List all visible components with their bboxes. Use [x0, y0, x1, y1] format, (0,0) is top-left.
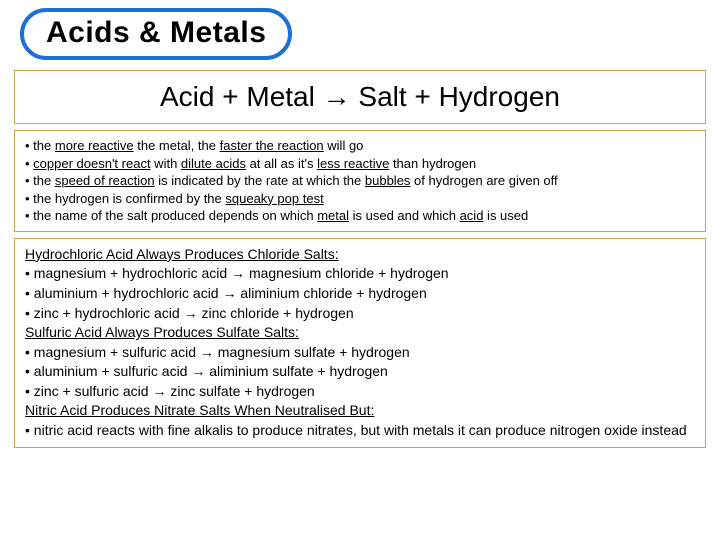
underline-text: dilute acids: [181, 156, 246, 171]
example-row: • zinc + sulfuric acid → zinc sulfate + …: [25, 382, 695, 402]
underline-text: more reactive: [55, 138, 134, 153]
example-row: • zinc + hydrochloric acid → zinc chlori…: [25, 304, 695, 324]
bullet-1: • the more reactive the metal, the faste…: [25, 137, 695, 155]
bullet-2: • copper doesn't react with dilute acids…: [25, 155, 695, 173]
underline-text: bubbles: [365, 173, 411, 188]
equation-text: Acid + Metal → Salt + Hydrogen: [160, 81, 560, 112]
text: • the: [25, 173, 55, 188]
examples-box: Hydrochloric Acid Always Produces Chlori…: [14, 238, 706, 448]
text: • the hydrogen is confirmed by the: [25, 191, 225, 206]
text: at all as it's: [246, 156, 317, 171]
underline-text: speed of reaction: [55, 173, 155, 188]
text: of hydrogen are given off: [410, 173, 557, 188]
heading-nitric: Nitric Acid Produces Nitrate Salts When …: [25, 401, 695, 421]
page-title: Acids & Metals: [46, 16, 266, 49]
underline-text: faster the reaction: [220, 138, 324, 153]
text: is used and which: [349, 208, 460, 223]
bullet-4: • the hydrogen is confirmed by the squea…: [25, 190, 695, 208]
text: •: [25, 156, 33, 171]
heading-sulfuric: Sulfuric Acid Always Produces Sulfate Sa…: [25, 323, 695, 343]
underline-text: metal: [317, 208, 349, 223]
text: is used: [483, 208, 528, 223]
example-row: • aluminium + hydrochloric acid → alimin…: [25, 284, 695, 304]
text: will go: [324, 138, 364, 153]
underline-text: less reactive: [317, 156, 389, 171]
equation-box: Acid + Metal → Salt + Hydrogen: [14, 70, 706, 124]
text: with: [151, 156, 181, 171]
key-points-box: • the more reactive the metal, the faste…: [14, 130, 706, 232]
underline-text: acid: [460, 208, 484, 223]
bullet-5: • the name of the salt produced depends …: [25, 207, 695, 225]
text: • the name of the salt produced depends …: [25, 208, 317, 223]
underline-text: squeaky pop test: [225, 191, 323, 206]
heading-hydrochloric: Hydrochloric Acid Always Produces Chlori…: [25, 245, 695, 265]
text: the metal, the: [134, 138, 220, 153]
example-row: • aluminium + sulfuric acid → aliminium …: [25, 362, 695, 382]
example-row: • nitric acid reacts with fine alkalis t…: [25, 421, 695, 441]
underline-text: copper doesn't react: [33, 156, 150, 171]
text: is indicated by the rate at which the: [155, 173, 365, 188]
example-row: • magnesium + hydrochloric acid → magnes…: [25, 264, 695, 284]
text: than hydrogen: [389, 156, 476, 171]
example-row: • magnesium + sulfuric acid → magnesium …: [25, 343, 695, 363]
bullet-3: • the speed of reaction is indicated by …: [25, 172, 695, 190]
text: • the: [25, 138, 55, 153]
title-pill: Acids & Metals: [20, 8, 292, 60]
